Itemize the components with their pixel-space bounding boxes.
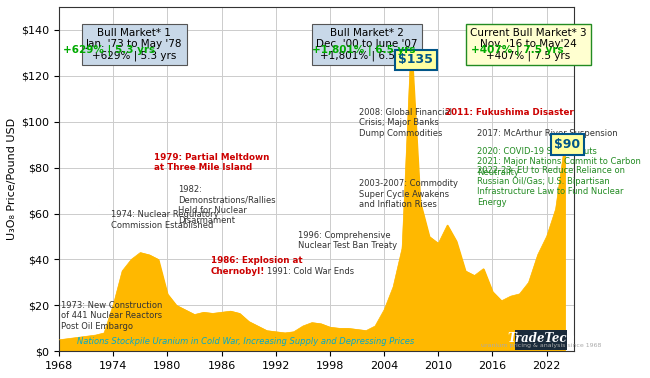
Text: $135: $135 bbox=[398, 53, 433, 66]
Y-axis label: U₃O₈ Price/Pound USD: U₃O₈ Price/Pound USD bbox=[7, 118, 17, 240]
Text: 2021: Major Nations Commit to Carbon
Neutrality: 2021: Major Nations Commit to Carbon Neu… bbox=[477, 158, 641, 177]
Text: uranium pricing & analysis since 1968: uranium pricing & analysis since 1968 bbox=[481, 343, 601, 348]
Text: $90: $90 bbox=[554, 138, 580, 151]
Text: 2022-23: EU to Reduce Reliance on
Russian Oil/Gas; U.S. Bipartisan
Infrastructur: 2022-23: EU to Reduce Reliance on Russia… bbox=[477, 166, 625, 207]
Text: 2011: Fukushima Disaster: 2011: Fukushima Disaster bbox=[445, 108, 574, 117]
Text: +1,801% | 6.5 yrs: +1,801% | 6.5 yrs bbox=[313, 45, 416, 56]
Text: +407% | 7.5 yrs: +407% | 7.5 yrs bbox=[471, 45, 564, 56]
Text: 2017: McArthur River Suspension: 2017: McArthur River Suspension bbox=[477, 129, 618, 138]
Text: 2020: COVID-19 Supply Cuts: 2020: COVID-19 Supply Cuts bbox=[477, 147, 597, 156]
Text: Bull Market* 2
Dec. '00 to June '07
+1,801% | 6.5 yrs: Bull Market* 2 Dec. '00 to June '07 +1,8… bbox=[317, 28, 418, 61]
Text: 1991: Cold War Ends: 1991: Cold War Ends bbox=[266, 266, 354, 276]
Text: +629% | 5.3 yrs: +629% | 5.3 yrs bbox=[62, 45, 155, 56]
Text: 1979: Partial Meltdown
at Three Mile Island: 1979: Partial Meltdown at Three Mile Isl… bbox=[154, 153, 269, 172]
Text: 2003-2007: Commodity
Super Cycle Awakens
and Inflation Rises: 2003-2007: Commodity Super Cycle Awakens… bbox=[359, 179, 458, 209]
Text: 1982:
Demonstrations/Rallies
Held for Nuclear
Disarmament: 1982: Demonstrations/Rallies Held for Nu… bbox=[178, 185, 276, 225]
FancyBboxPatch shape bbox=[515, 330, 567, 350]
Text: 1996: Comprehensive
Nuclear Test Ban Treaty: 1996: Comprehensive Nuclear Test Ban Tre… bbox=[298, 231, 397, 250]
Text: Nations Stockpile Uranium in Cold War, Increasing Supply and Depressing Prices: Nations Stockpile Uranium in Cold War, I… bbox=[77, 336, 414, 345]
Text: 1973: New Construction
of 441 Nuclear Reactors
Post Oil Embargo: 1973: New Construction of 441 Nuclear Re… bbox=[60, 301, 162, 331]
Text: 1986: Explosion at
Chernobyl!: 1986: Explosion at Chernobyl! bbox=[211, 256, 302, 276]
Text: 2008: Global Financial
Crisis; Major Banks
Dump Commodities: 2008: Global Financial Crisis; Major Ban… bbox=[359, 108, 452, 138]
Text: Bull Market* 1
Jan. '73 to May '78
+629% | 5.3 yrs: Bull Market* 1 Jan. '73 to May '78 +629%… bbox=[86, 28, 183, 61]
Text: Current Bull Market* 3
Nov. '16 to May'24
+407% | 7.5 yrs: Current Bull Market* 3 Nov. '16 to May'2… bbox=[470, 28, 586, 61]
Text: 1974: Nuclear Regulatory
Commission Established: 1974: Nuclear Regulatory Commission Esta… bbox=[111, 210, 219, 230]
Text: TradeTech: TradeTech bbox=[507, 332, 575, 345]
